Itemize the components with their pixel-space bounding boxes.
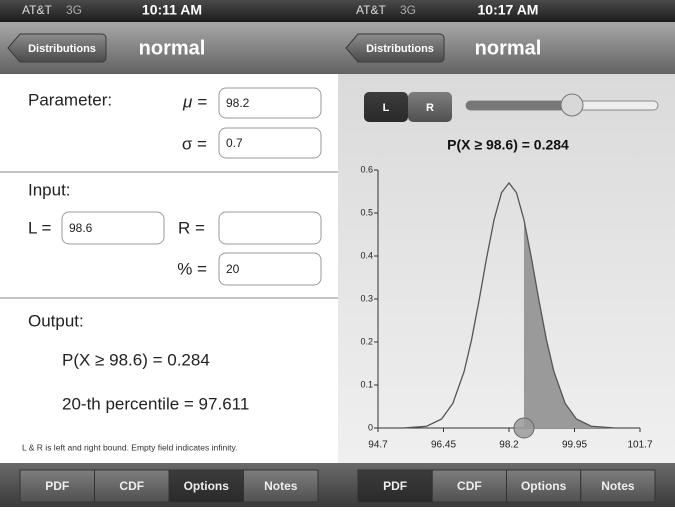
network: 3G bbox=[400, 3, 416, 17]
field-label: L = bbox=[28, 218, 52, 237]
slider-fill bbox=[466, 101, 572, 110]
y-tick-label: 0.5 bbox=[360, 207, 373, 217]
note: L & R is left and right bound. Empty fie… bbox=[22, 442, 237, 452]
segment-label: R bbox=[426, 102, 434, 114]
tab-bars: PDF CDF Options Notes PDF CDF Options Notes bbox=[0, 463, 675, 507]
x-tick-label: 98.2 bbox=[499, 440, 519, 451]
density-curve bbox=[377, 181, 641, 429]
tab-label: PDF bbox=[383, 479, 407, 493]
section-label: Parameter: bbox=[28, 90, 112, 109]
tab-label: Notes bbox=[264, 479, 298, 493]
field-value: 98.2 bbox=[226, 96, 250, 110]
tab[interactable] bbox=[580, 469, 656, 503]
output-prob: P(X ≥ 98.6) = 0.284 bbox=[62, 350, 210, 369]
text-field[interactable] bbox=[218, 252, 322, 286]
x-tick-label: 94.7 bbox=[368, 440, 388, 451]
text-field[interactable] bbox=[218, 211, 322, 245]
tab[interactable] bbox=[19, 469, 95, 503]
x-tick-label: 96.45 bbox=[431, 440, 456, 451]
field-value: 20 bbox=[226, 262, 240, 276]
field-label: % = bbox=[177, 259, 207, 278]
field-label: R = bbox=[178, 218, 205, 237]
carrier: AT&T bbox=[22, 3, 52, 17]
field-value: 0.7 bbox=[226, 136, 243, 150]
y-tick-label: 0.6 bbox=[360, 164, 373, 174]
y-tick-label: 0.4 bbox=[360, 250, 373, 260]
back-label: Distributions bbox=[366, 43, 434, 55]
tab[interactable] bbox=[431, 469, 507, 503]
back-button[interactable] bbox=[7, 33, 107, 63]
output-percentile: 20-th percentile = 97.611 bbox=[62, 394, 249, 413]
x-tick-label: 99.95 bbox=[562, 440, 587, 451]
shaded-area bbox=[523, 219, 640, 428]
section-label: Input: bbox=[28, 180, 71, 199]
section-label: Output: bbox=[28, 311, 84, 330]
text-field[interactable] bbox=[218, 87, 322, 119]
time: 10:11 AM bbox=[142, 2, 202, 18]
tab-label: Options bbox=[184, 479, 230, 493]
status-bar bbox=[0, 0, 338, 22]
back-button[interactable] bbox=[345, 33, 445, 63]
nav-title: normal bbox=[139, 37, 206, 59]
tab[interactable] bbox=[506, 469, 582, 503]
y-tick-label: 0 bbox=[368, 422, 373, 432]
tab-label: Options bbox=[521, 479, 567, 493]
network: 3G bbox=[66, 3, 82, 17]
tab-label: CDF bbox=[119, 479, 144, 493]
text-field[interactable] bbox=[61, 211, 165, 245]
x-tick-label: 101.7 bbox=[627, 440, 652, 451]
y-tick-label: 0.2 bbox=[360, 336, 373, 346]
tab-selected[interactable] bbox=[357, 469, 433, 503]
nav-title: normal bbox=[475, 37, 542, 59]
field-label: σ = bbox=[182, 134, 207, 153]
back-label: Distributions bbox=[28, 43, 96, 55]
field-value: 98.6 bbox=[69, 221, 93, 235]
plot: 0 0.1 0.2 0.3 0.4 0.5 0.6 94.7 96.45 98.2 99.95 101… bbox=[360, 164, 652, 450]
time: 10:17 AM bbox=[478, 2, 539, 18]
tab[interactable] bbox=[243, 469, 319, 503]
chart-title: P(X ≥ 98.6) = 0.284 bbox=[447, 137, 569, 153]
y-tick-label: 0.1 bbox=[360, 379, 373, 389]
field-label: μ = bbox=[182, 92, 207, 111]
tab-label: Notes bbox=[601, 479, 635, 493]
slider-thumb[interactable] bbox=[560, 93, 584, 117]
tab-selected[interactable] bbox=[168, 469, 244, 503]
right-screen bbox=[338, 0, 675, 507]
bound-marker[interactable] bbox=[513, 417, 535, 439]
tab-label: CDF bbox=[457, 479, 482, 493]
carrier: AT&T bbox=[356, 3, 386, 17]
segment-selected[interactable] bbox=[364, 92, 408, 122]
status-bar bbox=[338, 0, 675, 22]
segment[interactable] bbox=[408, 92, 452, 122]
tab-label: PDF bbox=[45, 479, 69, 493]
text-field[interactable] bbox=[218, 127, 322, 159]
segment-label: L bbox=[383, 102, 390, 114]
y-tick-label: 0.3 bbox=[360, 293, 373, 303]
